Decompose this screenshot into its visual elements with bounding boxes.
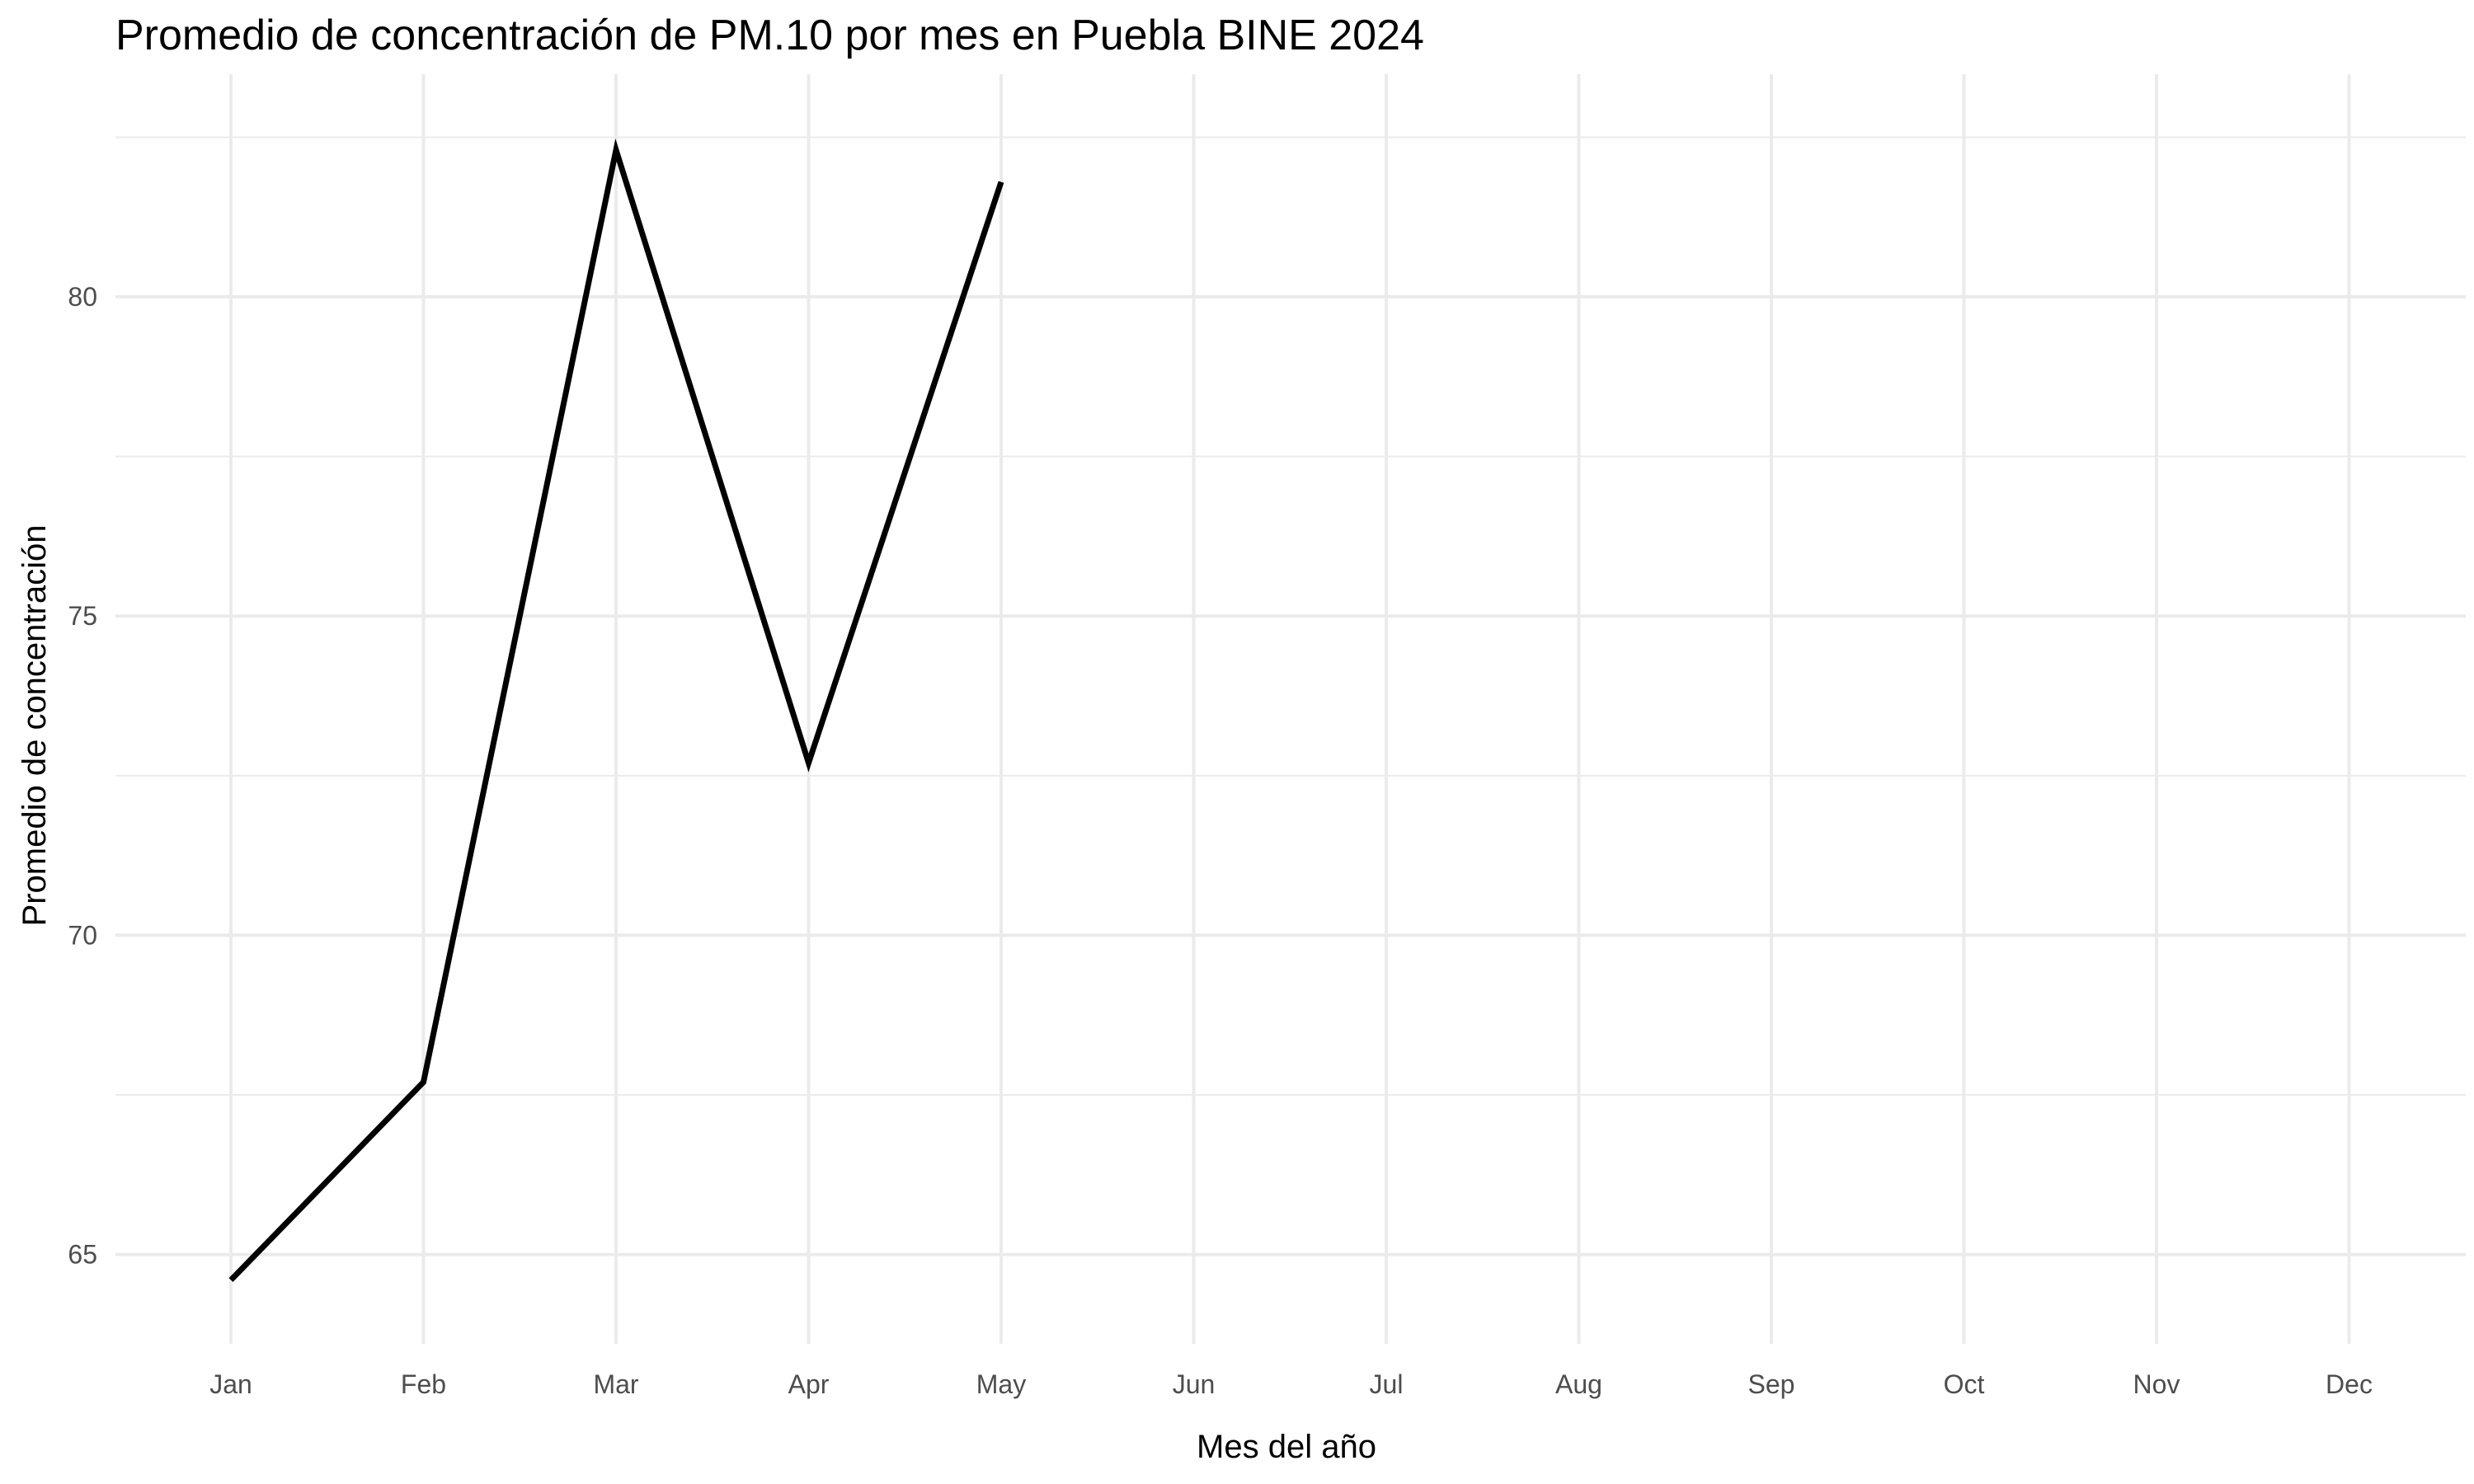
- x-tick-label: Jan: [209, 1369, 252, 1399]
- x-tick-label: Dec: [2326, 1369, 2373, 1399]
- x-tick-label: Mar: [593, 1369, 638, 1399]
- x-axis-ticks: Jan Feb Mar Apr May Jun Jul Aug Sep Oct Nov Dec: [209, 1369, 2373, 1399]
- x-tick-label: Jul: [1370, 1369, 1404, 1399]
- x-tick-label: May: [976, 1369, 1026, 1399]
- x-tick-label: Feb: [401, 1369, 446, 1399]
- x-tick-label: Nov: [2133, 1369, 2180, 1399]
- x-axis-label: Mes del año: [1197, 1429, 1376, 1465]
- x-tick-label: Sep: [1748, 1369, 1795, 1399]
- y-tick-label: 70: [68, 920, 97, 950]
- y-tick-label: 75: [68, 601, 97, 631]
- y-axis-label: Promedio de concentración: [16, 525, 53, 927]
- y-tick-label: 65: [68, 1240, 97, 1270]
- y-tick-label: 80: [68, 282, 97, 312]
- y-axis-ticks: 65 70 75 80: [68, 282, 97, 1270]
- series-line-layer: [228, 139, 1004, 1283]
- grid: [115, 74, 2466, 1344]
- chart-title: Promedio de concentración de PM.10 por m…: [115, 12, 1424, 59]
- x-tick-label: Jun: [1173, 1369, 1216, 1399]
- x-tick-label: Aug: [1555, 1369, 1602, 1399]
- x-tick-label: Apr: [788, 1369, 830, 1399]
- x-tick-label: Oct: [1944, 1369, 1985, 1399]
- series-line-0: [228, 139, 1004, 1283]
